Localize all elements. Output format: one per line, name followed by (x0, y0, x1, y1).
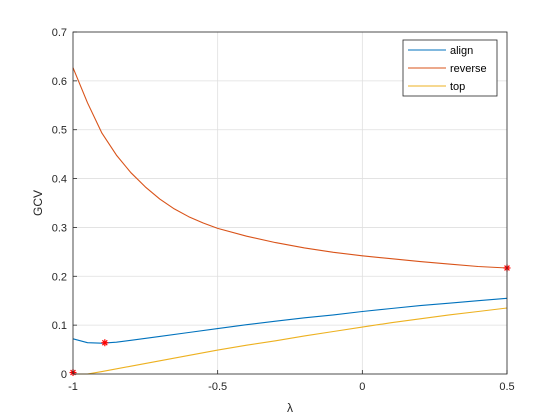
legend-label-top: top (450, 81, 465, 93)
legend: align reverse top (402, 39, 498, 97)
y-tick-label: 0.4 (52, 174, 67, 186)
x-axis-label: λ (287, 401, 293, 415)
x-tick-label: -1 (68, 381, 78, 393)
series-line-top (73, 307, 508, 375)
series-lines (72, 67, 508, 375)
y-tick-label: 0.1 (52, 320, 67, 332)
series-line-reverse (72, 67, 508, 269)
y-tick-label: 0.5 (52, 125, 67, 137)
y-tick-label: 0.7 (52, 27, 67, 39)
x-tick-label: 0 (359, 381, 365, 393)
y-tick-label: 0.2 (52, 271, 67, 283)
y-axis-label: GCV (31, 190, 45, 216)
series-line-align (72, 297, 508, 344)
marker-align (101, 339, 109, 347)
plot-box (72, 31, 508, 375)
legend-label-reverse: reverse (450, 63, 487, 75)
y-tick-label: 0.3 (52, 222, 67, 234)
x-tick-label: 0.5 (499, 381, 514, 393)
y-tick-label: 0 (61, 369, 67, 381)
legend-label-align: align (450, 45, 473, 57)
y-tick-label: 0.6 (52, 76, 67, 88)
x-axis-ticks: -1 -0.5 0 0.5 (68, 370, 515, 393)
x-tick-label: -0.5 (208, 381, 227, 393)
y-axis-ticks: 0 0.1 0.2 0.3 0.4 0.5 0.6 0.7 (52, 27, 77, 381)
